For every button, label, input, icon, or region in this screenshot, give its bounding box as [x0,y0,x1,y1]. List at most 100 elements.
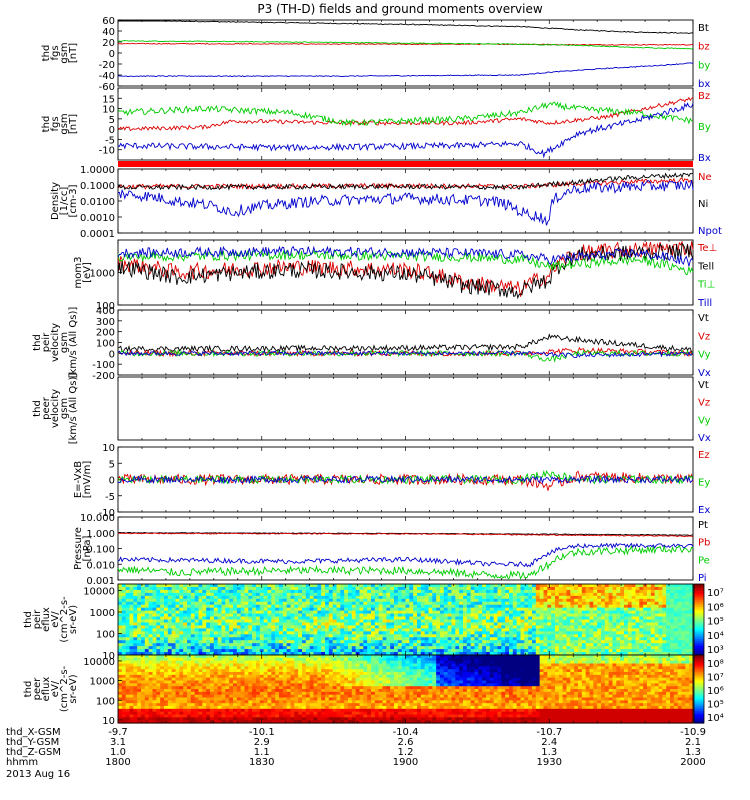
spectrogram-cell [202,610,207,615]
spectrogram-cell [440,625,445,629]
spectrogram-cell [386,640,391,644]
spectrogram-cell [616,631,621,635]
spectrogram-cell [681,598,686,603]
spectrogram-cell [643,604,648,609]
spectrogram-cell [555,607,560,612]
spectrogram-cell [658,634,663,638]
spectrogram-cell [167,628,173,632]
spectrogram-cell [428,613,433,618]
spectrogram-cell [443,646,449,650]
spectrogram-cell [233,598,238,603]
spectrogram-cell [210,694,215,699]
spectrogram-cell [156,666,161,670]
spectrogram-cell [148,622,154,627]
spectrogram-cell [206,628,211,632]
spectrogram-cell [282,592,288,597]
spectrogram-cell [118,703,123,707]
spectrogram-cell [344,616,349,621]
spectrogram-cell [229,610,234,615]
spectrogram-cell [417,607,422,612]
spectrogram-cell [466,613,472,618]
spectrogram-cell [290,598,295,603]
spectrogram-cell [236,598,242,603]
spectrogram-cell [570,613,575,618]
spectrogram-cell [673,646,679,650]
spectrogram-cell [566,637,571,641]
spectrogram-cell [627,634,633,638]
y-axis-label: Density [50,182,61,220]
spectrogram-cell [256,652,261,656]
spectrogram-cell [532,610,537,615]
spectrogram-cell [566,622,571,627]
spectrogram-cell [459,634,464,638]
spectrogram-cell [482,586,487,591]
spectrogram-cell [125,708,131,713]
spectrogram-cell [125,657,131,662]
spectrogram-cell [148,703,154,707]
spectrogram-cell [463,610,468,615]
spectrogram-cell [160,714,165,718]
spectrogram-cell [681,604,686,609]
spectrogram-cell [305,598,311,603]
spectrogram-cell [539,616,545,621]
spectrogram-cell [328,631,334,635]
spectrogram-cell [118,706,123,710]
spectrogram-cell [593,652,598,656]
series-line-vt [117,333,694,353]
spectrogram-cell [566,634,571,638]
spectrogram-cell [681,649,686,653]
spectrogram-cell [125,652,131,656]
spectrogram-cell [160,643,165,647]
spectrogram-cell [137,601,142,606]
panel-p5: 4003002001000-100-200thdpeirvelocitygsm[… [32,306,711,382]
spectrogram-cell [639,643,644,647]
colorbar-tick-label: 10⁴ [707,631,724,642]
spectrogram-cell [627,589,633,594]
spectrogram-cell [118,680,123,684]
spectrogram-cell [601,589,606,594]
spectrogram-cell [141,683,146,687]
spectrogram-cell [148,706,154,710]
spectrogram-cell [532,598,537,603]
spectrogram-cell [535,604,541,609]
spectrogram-cell [597,589,602,594]
spectrogram-cell [141,628,146,632]
spectrogram-cell [225,677,230,682]
spectrogram-cell [673,634,679,638]
spectrogram-cell [620,607,625,612]
spectrogram-cell [183,706,188,710]
spectrogram-cell [313,601,318,606]
spectrogram-cell [351,592,357,597]
spectrogram-cell [213,672,219,676]
y-axis-label: [eV] [82,262,93,283]
spectrogram-cell [179,655,184,659]
spectrogram-cell [194,686,200,690]
spectrogram-cell [374,625,380,629]
spectrogram-cell [129,677,134,682]
spectrogram-cell [267,646,272,650]
spectrogram-cell [164,631,169,635]
spectrogram-cell [305,625,311,629]
spectrogram-cell [394,643,399,647]
spectrogram-cell [578,604,583,609]
spectrogram-cell [198,674,203,679]
spectrogram-cell [133,589,138,594]
spectrogram-cell [321,601,326,606]
spectrogram-cell [175,720,180,724]
spectrogram-cell [658,613,663,618]
spectrogram-cell [217,640,223,644]
spectrogram-cell [332,607,338,612]
spectrogram-cell [225,663,230,667]
spectrogram-cell [359,584,364,588]
spectrogram-cell [282,584,288,588]
spectrogram-cell [578,634,583,638]
spectrogram-cell [171,660,177,665]
spectrogram-cell [654,589,660,594]
spectrogram-cell [551,643,556,647]
spectrogram-cell [183,646,188,650]
spectrogram-cell [317,634,322,638]
spectrogram-cell [658,589,663,594]
spectrogram-cell [187,663,192,667]
spectrogram-cell [210,674,215,679]
spectrogram-cell [604,607,610,612]
